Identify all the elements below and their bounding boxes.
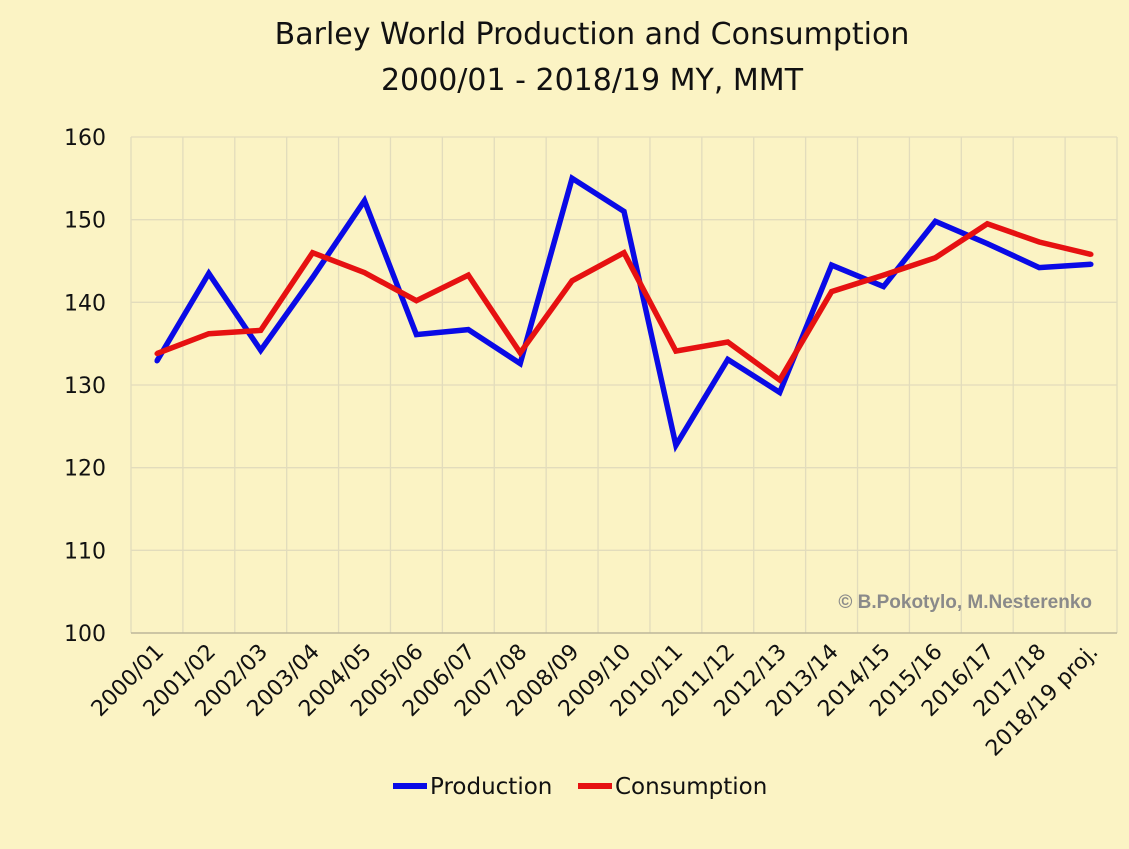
data-point-consumption [621,250,627,256]
data-point-consumption [362,270,368,276]
data-point-consumption [413,298,419,304]
data-point-production [673,442,679,448]
data-point-production [829,262,835,268]
data-point-consumption [984,221,990,227]
plot-series [154,173,1094,453]
data-point-production [206,270,212,276]
y-tick-label: 120 [64,457,106,482]
data-point-production [154,358,160,364]
legend-label-consumption: Consumption [615,774,767,800]
data-point-production [880,284,886,290]
data-point-production [258,347,264,353]
y-tick-label: 160 [64,126,106,151]
data-point-consumption [465,272,471,278]
data-point-production [1036,265,1042,271]
data-point-consumption [777,377,783,383]
data-point-consumption [1088,251,1094,257]
y-tick-label: 110 [64,539,106,564]
data-point-production [517,361,523,367]
data-point-production [1088,261,1094,267]
data-point-consumption [932,255,938,261]
data-point-consumption [258,327,264,333]
data-point-consumption [310,250,316,256]
x-axis-ticks: 2000/012001/022002/032003/042004/052005/… [87,640,1103,762]
data-point-production [777,389,783,395]
data-point-production [984,241,990,247]
data-point-consumption [673,348,679,354]
data-point-consumption [1036,239,1042,245]
y-tick-label: 100 [64,622,106,647]
legend-item-production: Production [393,774,552,800]
copyright-annotation: © B.Pokotylo, M.Nesterenko [838,592,1092,613]
data-point-production [413,332,419,338]
y-tick-label: 150 [64,209,106,234]
y-tick-label: 130 [64,374,106,399]
y-tick-label: 140 [64,291,106,316]
data-point-production [569,175,575,181]
data-point-consumption [206,331,212,337]
legend-label-production: Production [430,774,552,800]
data-point-consumption [829,289,835,295]
chart-title: Barley World Production and Consumption [275,17,910,52]
data-point-production [932,218,938,224]
legend: Production Consumption [393,774,767,800]
data-point-production [621,208,627,214]
legend-item-consumption: Consumption [578,774,767,800]
grid-lines [130,136,1118,633]
data-point-consumption [880,272,886,278]
chart-subtitle: 2000/01 - 2018/19 MY, MMT [381,63,804,98]
series-line-production [154,173,1092,453]
data-point-production [310,275,316,281]
data-point-consumption [569,278,575,284]
data-point-production [725,356,731,362]
data-point-consumption [154,351,160,357]
data-point-consumption [725,339,731,345]
data-point-production [362,198,368,204]
data-point-production [465,327,471,333]
y-axis-ticks: 100 110 120 130 140 150 160 [64,126,106,647]
data-point-consumption [517,350,523,356]
